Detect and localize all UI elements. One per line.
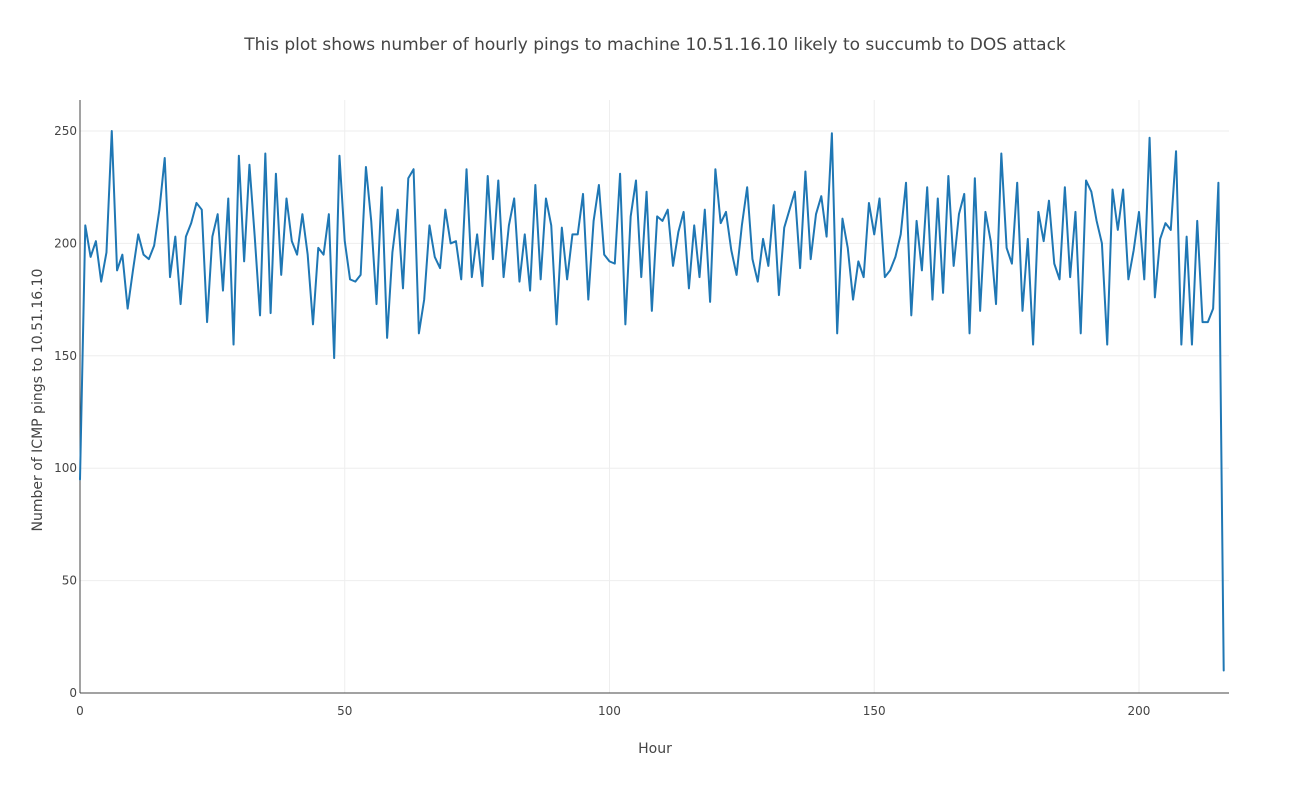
chart-title: This plot shows number of hourly pings t… xyxy=(243,35,1066,55)
tick-labels: 0 50 100 150 200 250 0 50 100 150 200 xyxy=(54,124,1150,718)
x-tick-label: 100 xyxy=(598,704,621,718)
x-tick-label: 150 xyxy=(863,704,886,718)
y-tick-label: 100 xyxy=(54,461,77,475)
y-tick-label: 50 xyxy=(62,574,77,588)
series-line xyxy=(79,130,1225,672)
y-tick-label: 150 xyxy=(54,349,77,363)
x-tick-label: 50 xyxy=(337,704,352,718)
x-tick-label: 0 xyxy=(76,704,84,718)
axes xyxy=(79,100,1229,694)
y-tick-label: 200 xyxy=(54,236,77,250)
grid-lines xyxy=(80,100,1229,693)
y-tick-label: 250 xyxy=(54,124,77,138)
x-tick-label: 200 xyxy=(1128,704,1151,718)
series-layer xyxy=(79,130,1225,672)
y-axis-label: Number of ICMP pings to 10.51.16.10 xyxy=(30,269,46,532)
x-axis-label: Hour xyxy=(638,741,672,757)
y-tick-label: 0 xyxy=(69,686,77,700)
